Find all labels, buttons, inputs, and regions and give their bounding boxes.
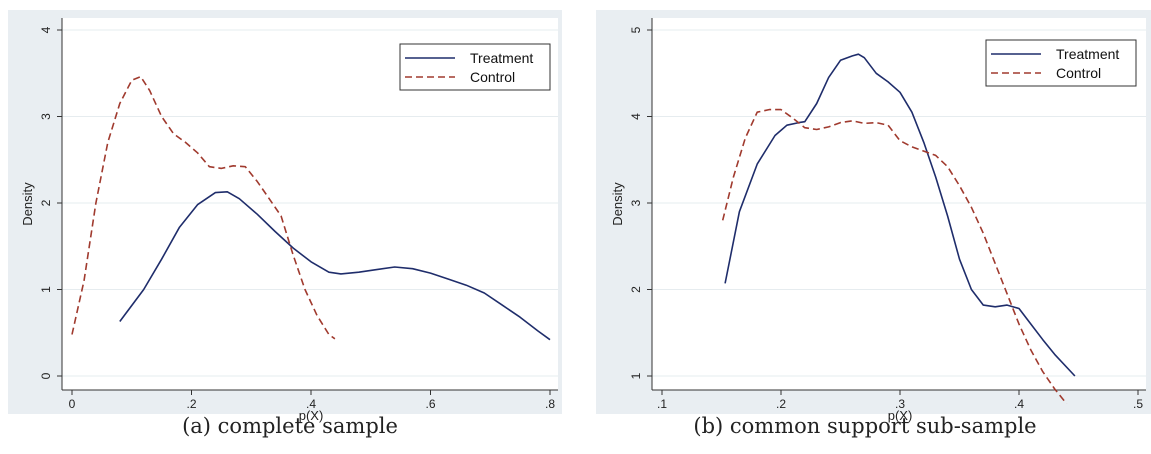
x-tick-label-b: .2 [776,397,786,411]
x-tick-label-a: .4 [306,397,316,411]
legend-box-a [399,43,551,91]
y-tick-label-b: 3 [629,199,643,206]
legend-label-treatment-b: Treatment [1056,46,1119,62]
series-line-control-a [71,75,336,340]
series-line-control-b [721,108,1068,405]
x-tick-label-b: .4 [1014,397,1024,411]
x-axis-title-a: p(X) [299,408,324,423]
y-axis-title-b: Density [610,182,625,226]
chart-panel-b: 1 2 3 4 5 .1 .2 .3 .4 .5 p(X) Density Treatment Contr… [596,10,1151,423]
x-tick-label-b: .3 [895,397,905,411]
x-axis-title-b: p(X) [888,408,913,423]
x-tick-label-a: .6 [425,397,435,411]
chart-panel-a: 0 1 2 3 4 0 .2 .4 .6 .8 p(X) Density Treatment Contro… [8,10,562,423]
x-tick-label-b: .1 [657,397,667,411]
caption-b: (b) common support sub-sample [693,414,1037,438]
y-tick-label-b: 1 [629,372,643,379]
legend-label-control-a: Control [470,69,515,85]
legend-box-b [985,39,1137,87]
y-tick-label-a: 2 [39,199,53,206]
x-tick-label-a: .8 [545,397,555,411]
y-tick-label-b: 2 [629,286,643,293]
series-line-treatment-a [119,191,551,341]
x-tick-label-a: .2 [186,397,196,411]
y-tick-label-b: 5 [629,26,643,33]
legend-label-treatment-a: Treatment [470,50,533,66]
y-tick-label-a: 4 [39,26,53,33]
legend-b: Treatment Control [985,39,1137,87]
x-tick-label-b: .5 [1133,397,1143,411]
x-tick-label-a: 0 [69,397,76,411]
y-tick-label-a: 3 [39,113,53,120]
legend-label-control-b: Control [1056,65,1101,81]
series-line-treatment-b [724,53,1076,377]
y-axis-title-a: Density [20,182,35,226]
y-tick-label-a: 1 [39,286,53,293]
y-tick-label-a: 0 [39,372,53,379]
legend-a: Treatment Control [399,43,551,91]
caption-a: (a) complete sample [182,414,398,438]
y-tick-label-b: 4 [629,113,643,120]
